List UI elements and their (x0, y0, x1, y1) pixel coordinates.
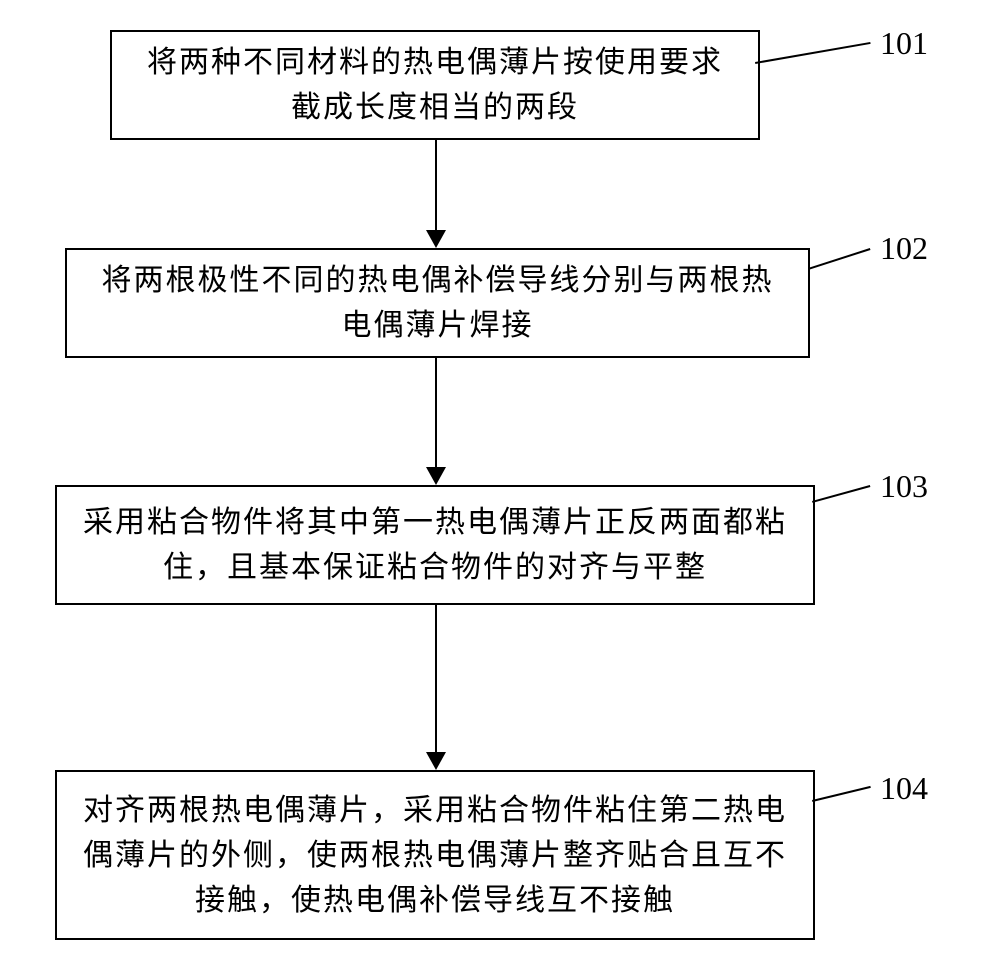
arrow-head-icon (426, 467, 446, 485)
flowchart-box-104: 对齐两根热电偶薄片，采用粘合物件粘住第二热电偶薄片的外侧，使两根热电偶薄片整齐贴… (55, 770, 815, 940)
label-connector (808, 248, 871, 270)
label-connector (812, 786, 870, 802)
arrow-line (435, 140, 437, 230)
label-connector (755, 42, 870, 64)
box-label-101: 101 (880, 25, 928, 62)
box-text: 采用粘合物件将其中第一热电偶薄片正反两面都粘住，且基本保证粘合物件的对齐与平整 (77, 500, 793, 590)
arrow-line (435, 358, 437, 467)
box-text: 将两根极性不同的热电偶补偿导线分别与两根热电偶薄片焊接 (87, 258, 788, 348)
box-label-104: 104 (880, 770, 928, 807)
box-text: 对齐两根热电偶薄片，采用粘合物件粘住第二热电偶薄片的外侧，使两根热电偶薄片整齐贴… (77, 788, 793, 923)
arrow-head-icon (426, 752, 446, 770)
box-text: 将两种不同材料的热电偶薄片按使用要求截成长度相当的两段 (132, 40, 738, 130)
arrow-head-icon (426, 230, 446, 248)
box-label-102: 102 (880, 230, 928, 267)
flowchart-box-102: 将两根极性不同的热电偶补偿导线分别与两根热电偶薄片焊接 (65, 248, 810, 358)
flowchart-box-101: 将两种不同材料的热电偶薄片按使用要求截成长度相当的两段 (110, 30, 760, 140)
flowchart-box-103: 采用粘合物件将其中第一热电偶薄片正反两面都粘住，且基本保证粘合物件的对齐与平整 (55, 485, 815, 605)
arrow-line (435, 605, 437, 752)
label-connector (812, 485, 871, 503)
box-label-103: 103 (880, 468, 928, 505)
